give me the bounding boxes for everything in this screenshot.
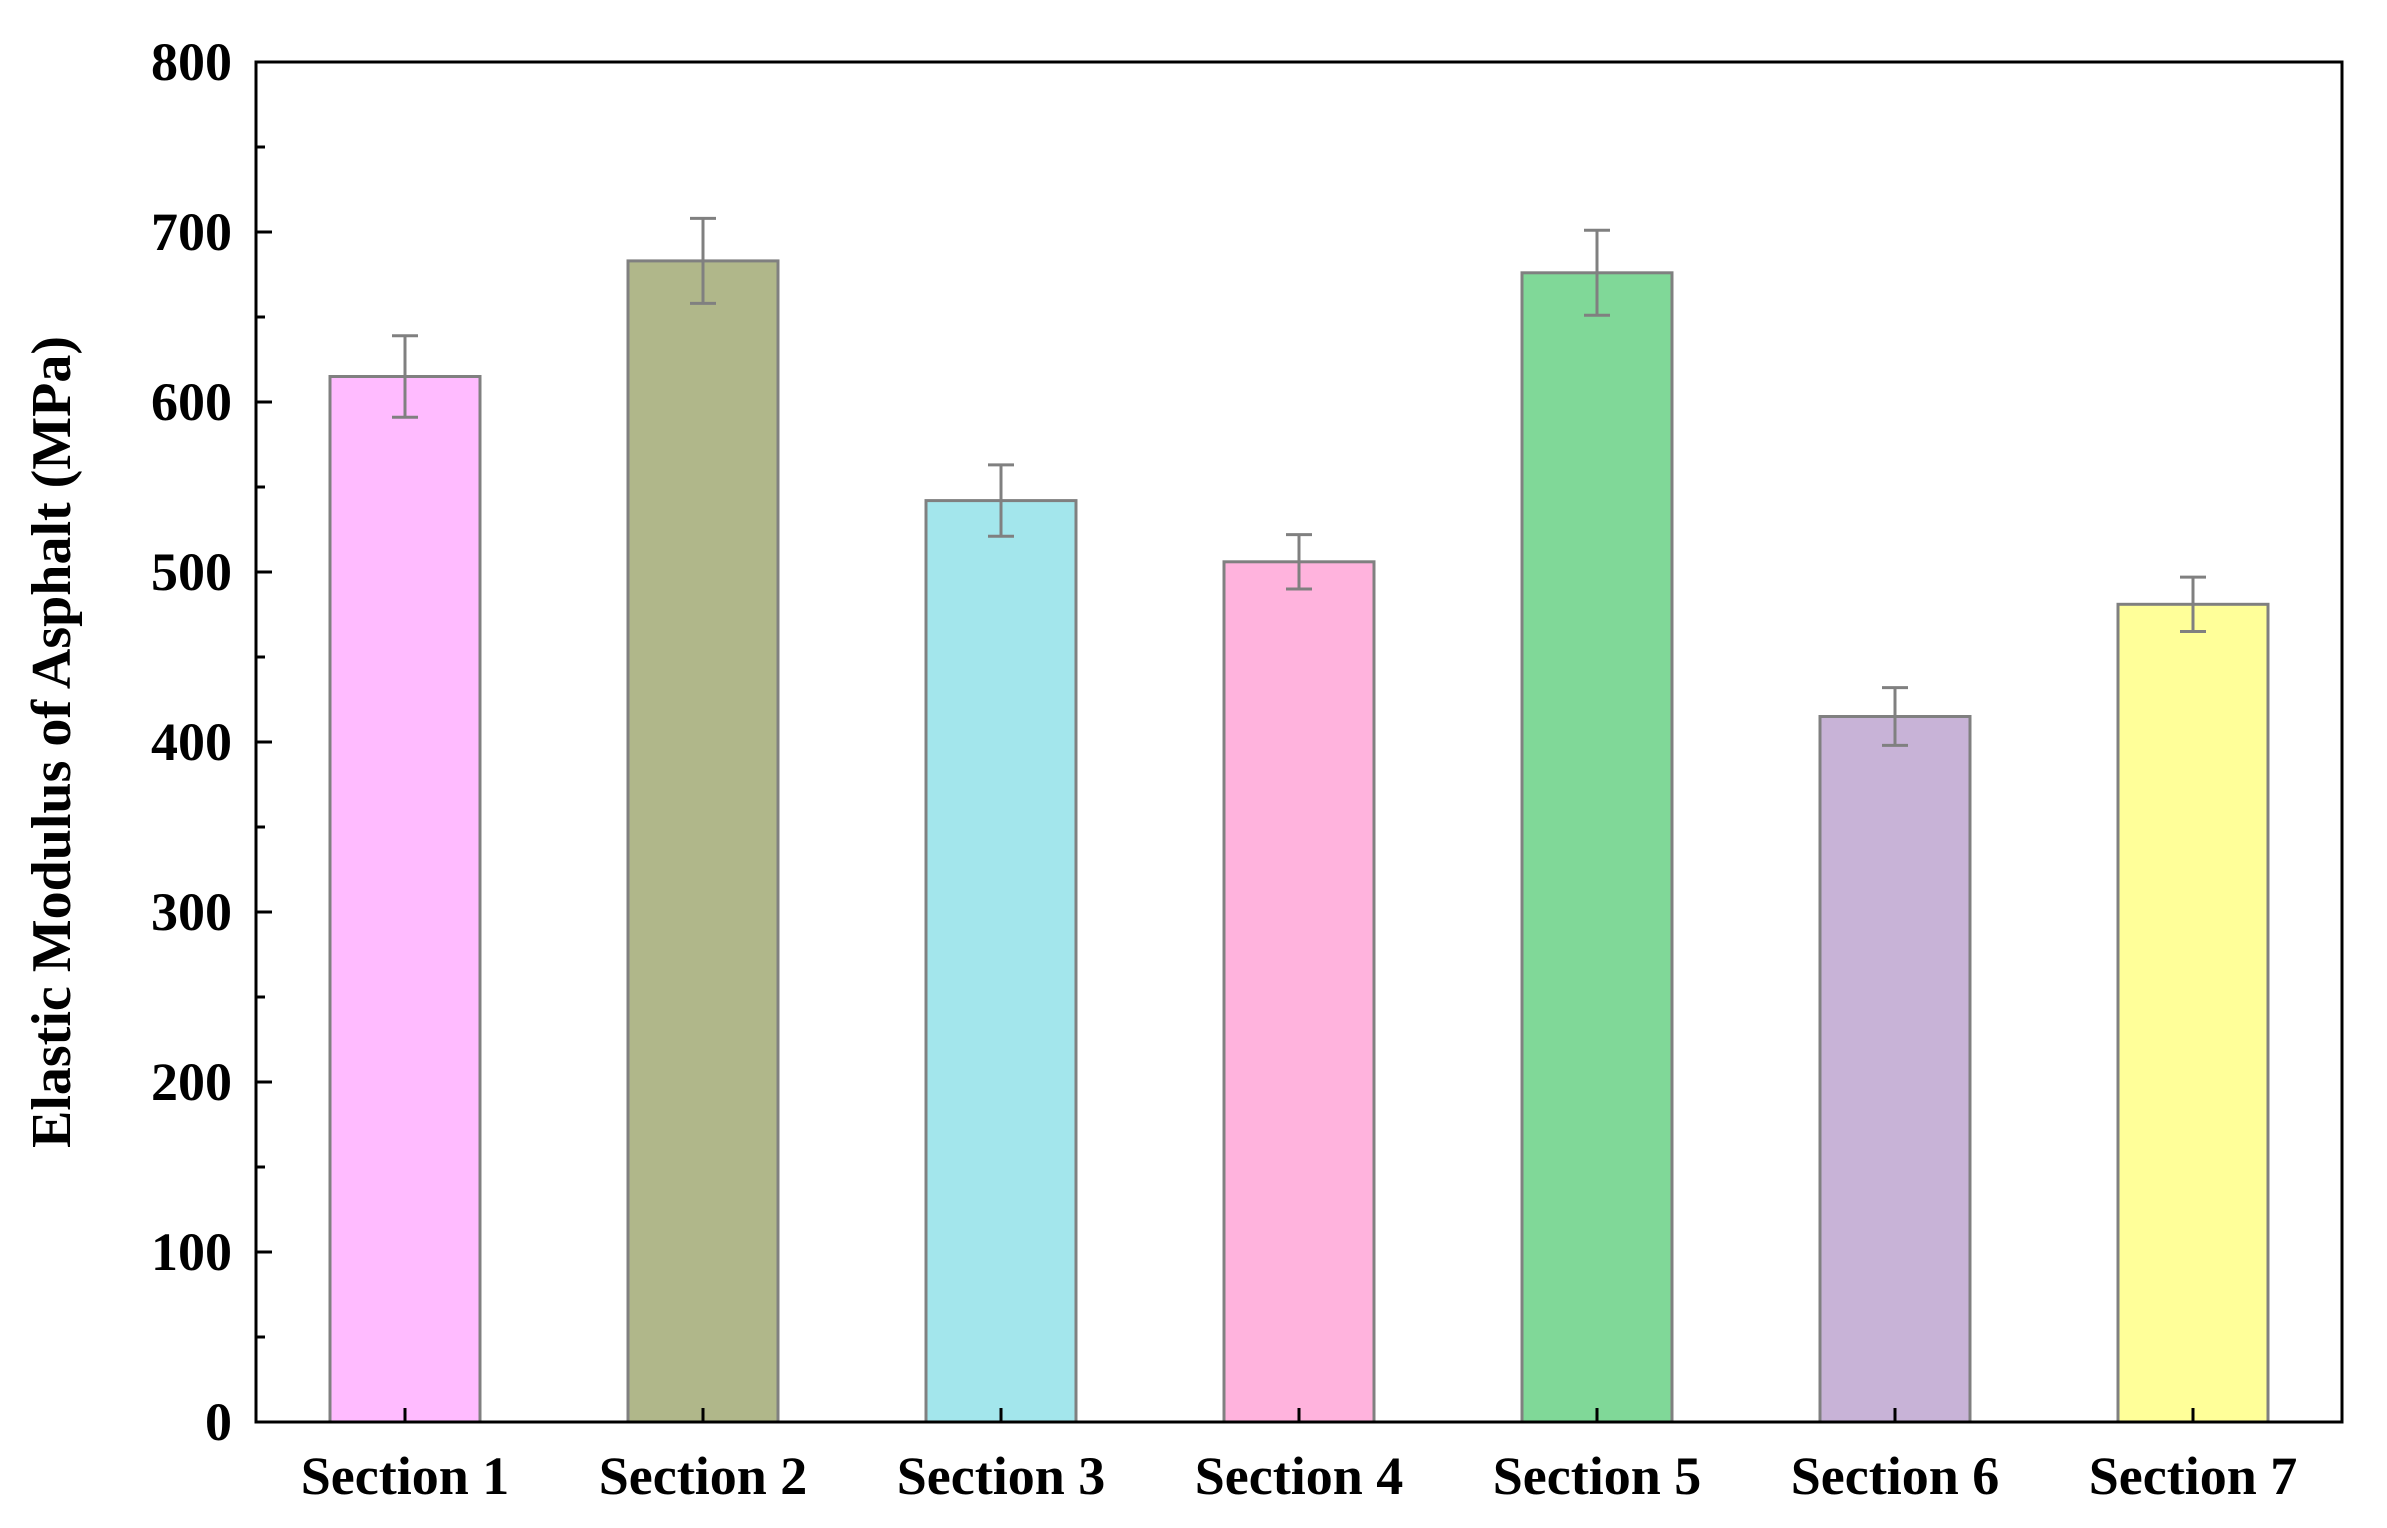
x-axis-ticks: Section 1 Section 2 Section 3 Section 4 Sect… [301, 1408, 2298, 1506]
bar-section-5 [1520, 271, 1674, 1424]
y-tick-label: 600 [151, 372, 232, 432]
error-bar-section-6 [1882, 686, 1908, 747]
y-tick-label: 400 [151, 712, 232, 772]
error-bar-section-3 [988, 463, 1014, 538]
bar-section-4 [1222, 560, 1376, 1424]
x-tick-label: Section 6 [1791, 1446, 2000, 1506]
x-tick-label: Section 2 [599, 1446, 808, 1506]
y-tick-label: 100 [151, 1222, 232, 1282]
bar-section-2 [626, 259, 780, 1424]
y-axis-ticks: 0 100 200 300 400 500 600 700 800 [151, 32, 272, 1452]
x-tick-label: Section 3 [897, 1446, 1106, 1506]
x-tick-label: Section 4 [1195, 1446, 1404, 1506]
bars-layer [328, 259, 2270, 1424]
x-tick-label: Section 5 [1493, 1446, 1702, 1506]
bar-section-6 [1818, 715, 1972, 1424]
error-bar-section-4 [1286, 533, 1312, 591]
error-bar-section-5 [1584, 228, 1610, 317]
y-tick-label: 800 [151, 32, 232, 92]
bar-section-3 [924, 499, 1078, 1424]
y-tick-label: 200 [151, 1052, 232, 1112]
y-tick-label: 500 [151, 542, 232, 602]
y-tick-label: 300 [151, 882, 232, 942]
y-tick-label: 700 [151, 202, 232, 262]
x-tick-label: Section 7 [2089, 1446, 2298, 1506]
x-tick-label: Section 1 [301, 1446, 510, 1506]
error-bar-section-1 [392, 334, 418, 419]
error-bars-layer [392, 216, 2206, 747]
error-bar-section-7 [2180, 575, 2206, 633]
y-axis-label: Elastic Modulus of Asphalt (MPa) [21, 336, 83, 1148]
bar-section-1 [328, 375, 482, 1424]
bar-section-7 [2116, 602, 2270, 1424]
y-tick-label: 0 [205, 1392, 232, 1452]
error-bar-section-2 [690, 216, 716, 305]
